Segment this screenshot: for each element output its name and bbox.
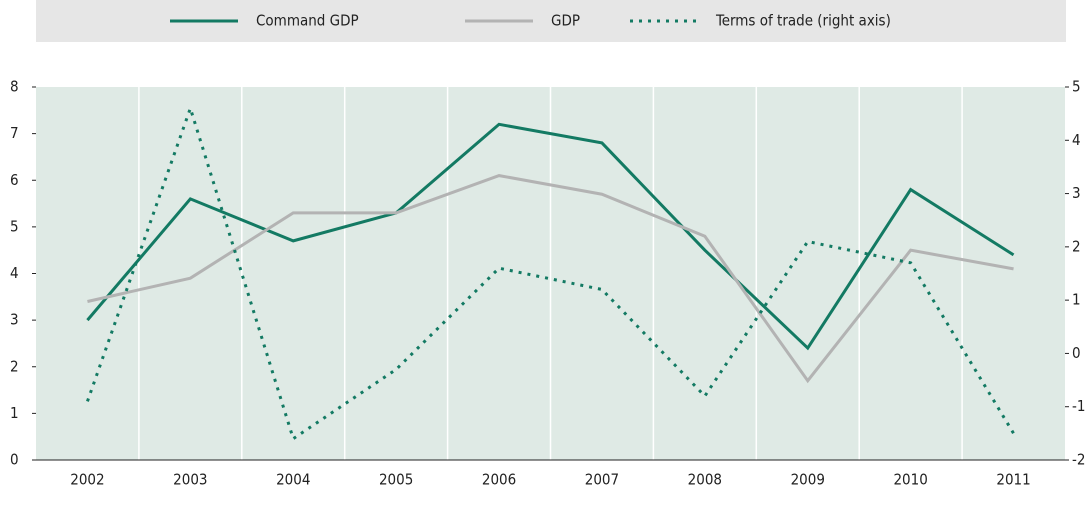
x-tick-label: 2005 — [379, 471, 413, 489]
x-tick-label: 2010 — [893, 471, 927, 489]
series-line — [86, 122, 1015, 351]
y2-tick-label: 1 — [1072, 291, 1081, 309]
y-tick-label: 3 — [10, 311, 19, 329]
legend-label: Command GDP — [256, 12, 359, 30]
y-tick-label: 0 — [10, 451, 19, 469]
legend-label: Terms of trade (right axis) — [715, 12, 891, 30]
y-tick-label: 1 — [10, 404, 19, 422]
y-tick-label: 6 — [10, 171, 19, 189]
x-tick-label: 2006 — [482, 471, 516, 489]
x-tick-label: 2009 — [791, 471, 825, 489]
x-tick-label: 2011 — [996, 471, 1030, 489]
y-tick-label: 7 — [10, 124, 19, 142]
legend-label: GDP — [551, 12, 580, 30]
y-tick-label: 4 — [10, 264, 19, 282]
y2-tick-label: 5 — [1072, 78, 1081, 96]
x-tick-label: 2002 — [70, 471, 104, 489]
y2-tick-label: 3 — [1072, 184, 1081, 202]
y-tick-label: 8 — [10, 78, 19, 96]
y2-tick-label: 2 — [1072, 237, 1081, 255]
x-tick-label: 2004 — [276, 471, 310, 489]
x-tick-label: 2007 — [585, 471, 619, 489]
y-tick-label: 2 — [10, 357, 19, 375]
y2-tick-label: 4 — [1072, 131, 1081, 149]
series-line — [87, 174, 1014, 384]
y2-tick-label: -2 — [1072, 451, 1085, 469]
x-tick-label: 2003 — [173, 471, 207, 489]
y2-tick-label: 0 — [1072, 344, 1081, 362]
x-tick-label: 2008 — [688, 471, 722, 489]
y-tick-label: 5 — [10, 217, 19, 235]
y2-tick-label: -1 — [1072, 397, 1085, 415]
